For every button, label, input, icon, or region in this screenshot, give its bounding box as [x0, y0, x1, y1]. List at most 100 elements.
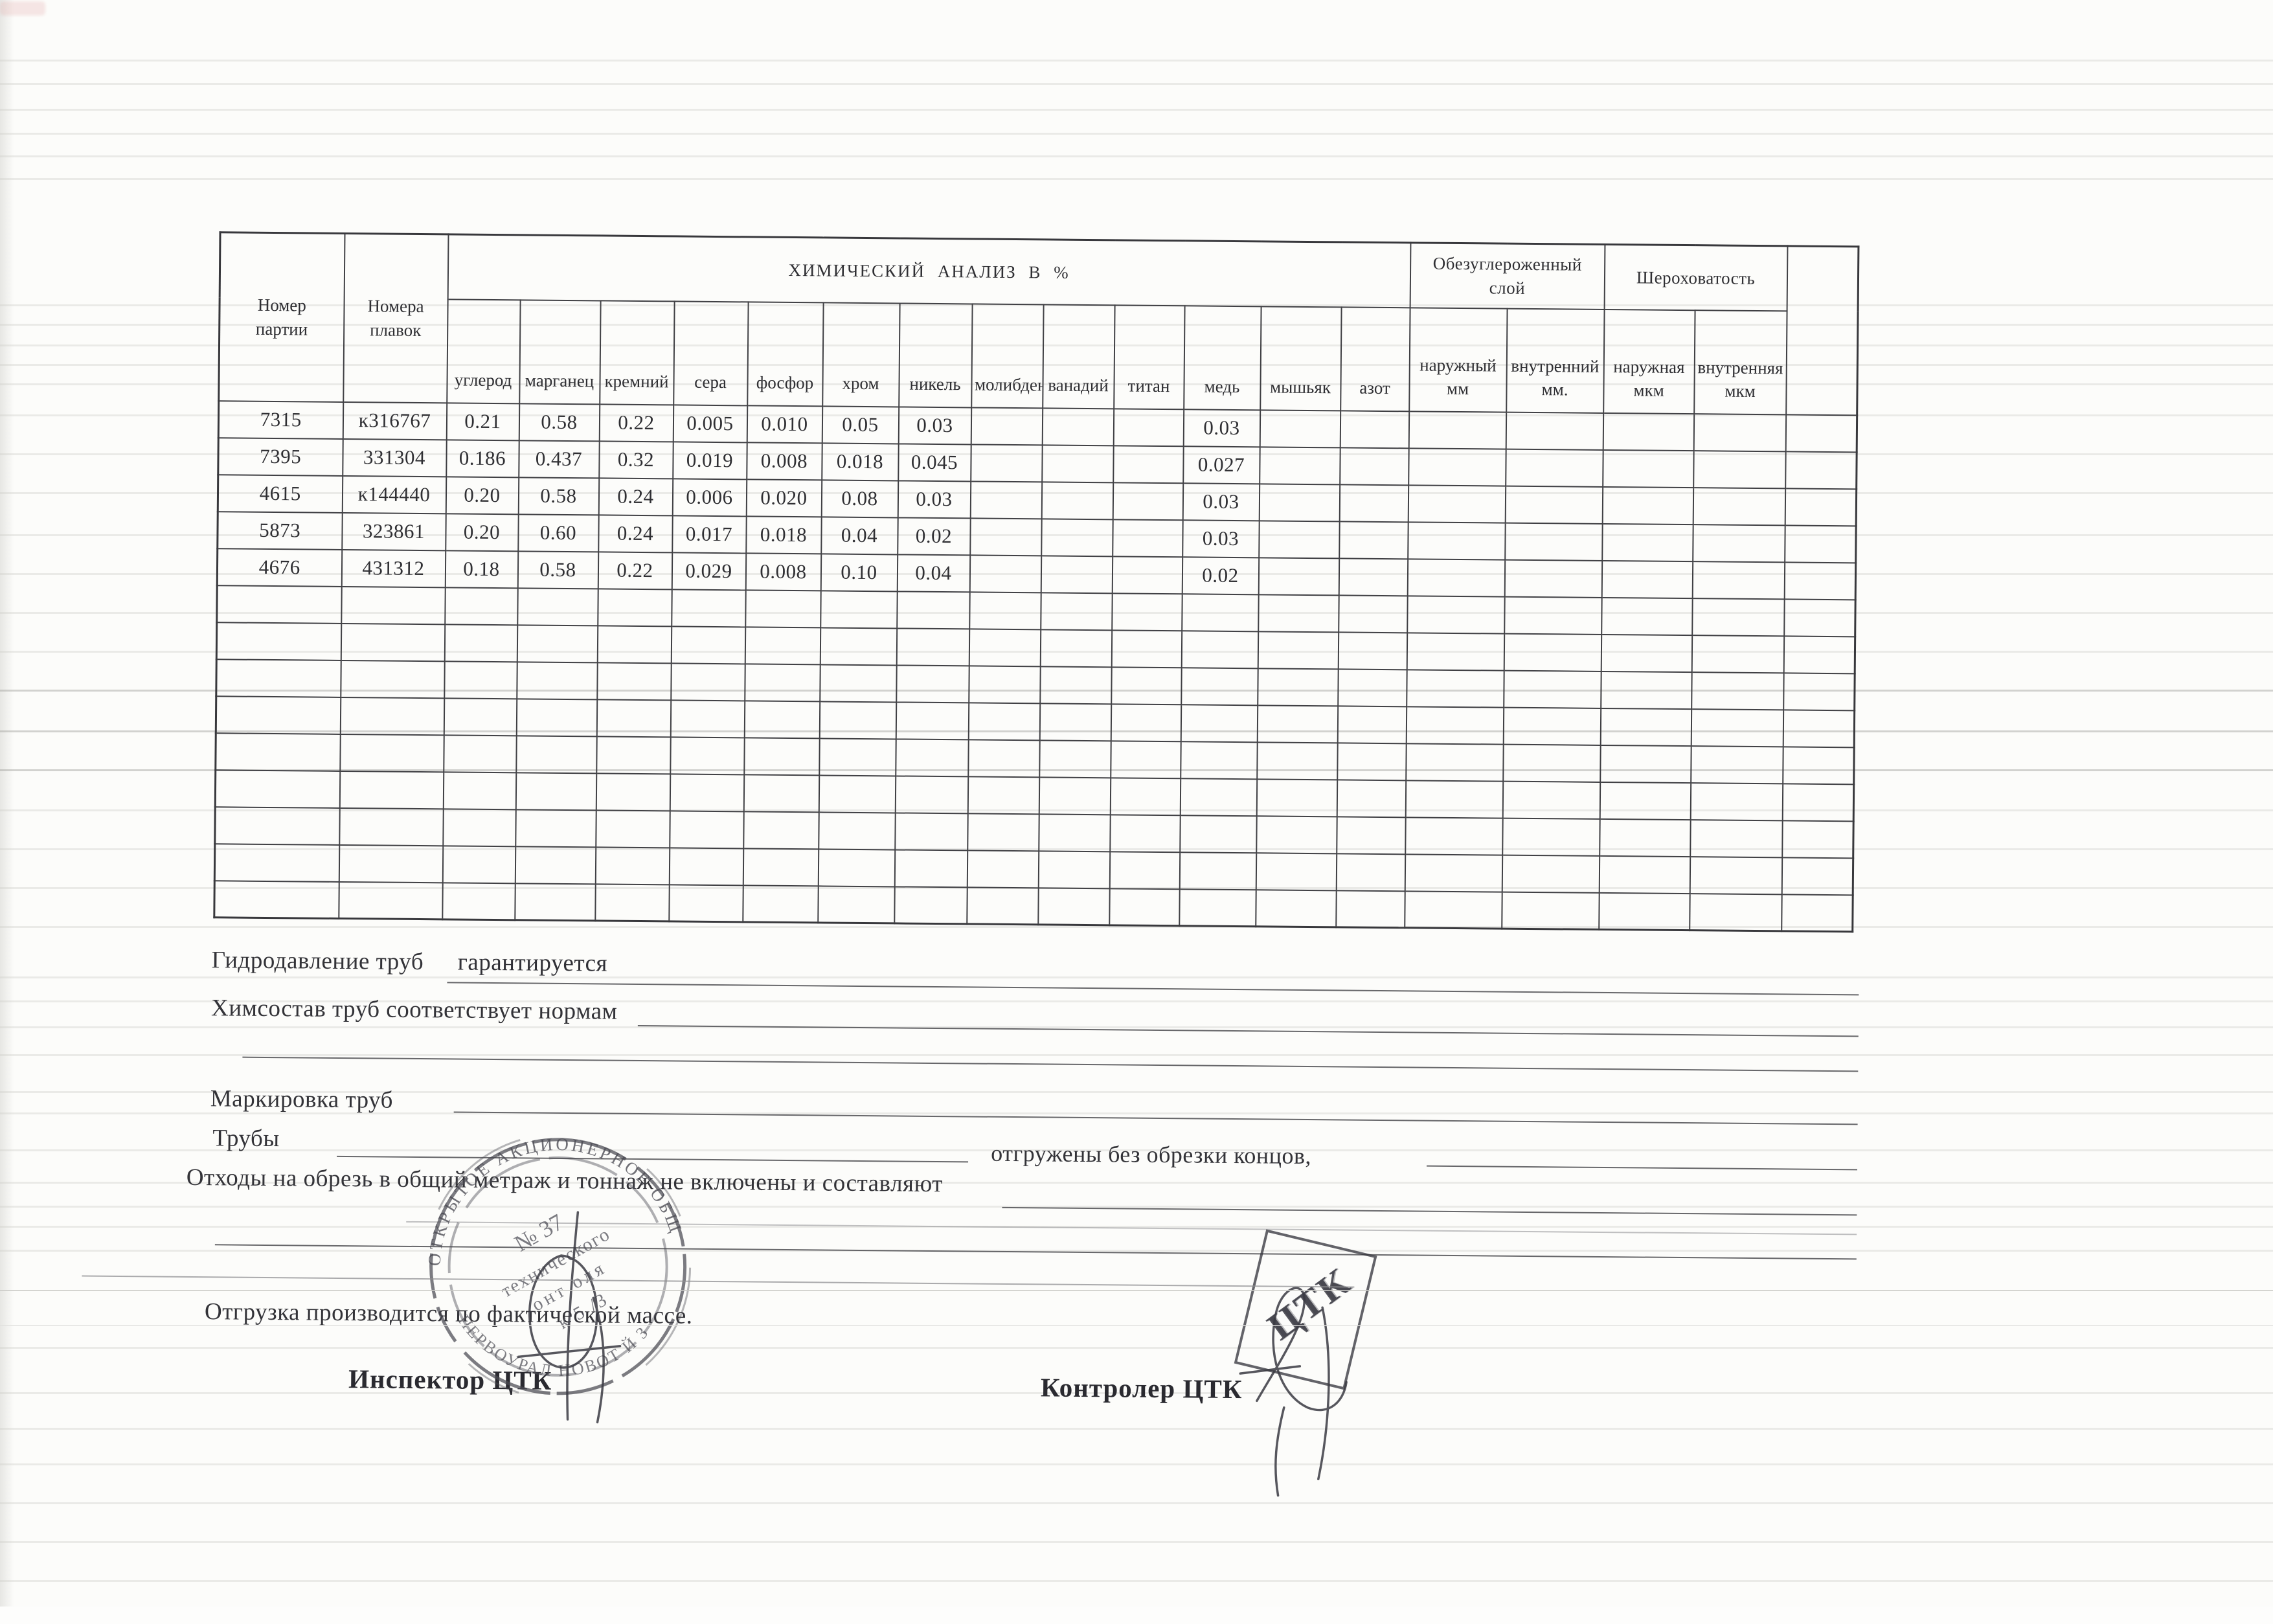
empty-cell — [1109, 851, 1180, 889]
empty-cell — [1110, 740, 1181, 778]
header-element-12: азот — [1340, 306, 1410, 411]
empty-cell — [442, 808, 516, 846]
empty-cell — [1600, 708, 1691, 746]
cell-decarb-0 — [1408, 484, 1506, 523]
cell-chem-3: 0.019 — [672, 441, 747, 479]
empty-cell — [216, 585, 342, 624]
pipes-label: Трубы — [212, 1125, 280, 1153]
empty-cell — [1338, 594, 1408, 633]
empty-cell — [743, 774, 819, 812]
empty-cell — [1783, 598, 1856, 637]
empty-cell — [1407, 595, 1505, 634]
empty-cell — [1038, 813, 1111, 851]
cell-chem-0: 0.20 — [446, 476, 519, 514]
empty-cell — [1405, 780, 1503, 818]
cell-extra — [1785, 414, 1857, 452]
empty-cell — [1691, 598, 1785, 636]
cell-chem-2: 0.22 — [598, 551, 672, 589]
fill-line — [637, 1024, 1859, 1037]
empty-cell — [444, 697, 517, 736]
scan-line — [0, 1290, 2273, 1291]
empty-cell — [743, 737, 820, 775]
empty-cell — [517, 587, 598, 626]
header-element-2: кремний — [599, 300, 675, 405]
empty-cell — [1600, 782, 1691, 820]
empty-cell — [341, 623, 445, 661]
empty-cell — [1600, 671, 1692, 709]
fill-line — [1002, 1206, 1857, 1216]
empty-cell — [1038, 850, 1110, 888]
cell-chem-2: 0.32 — [598, 440, 673, 479]
empty-cell — [820, 627, 897, 665]
empty-cell — [669, 810, 744, 848]
empty-cell — [514, 883, 596, 921]
fill-line — [406, 1221, 1857, 1235]
empty-cell — [1599, 855, 1690, 894]
empty-cell — [743, 848, 819, 886]
empty-cell — [1783, 709, 1855, 747]
empty-cell — [671, 589, 746, 627]
empty-cell — [819, 738, 896, 776]
empty-cell — [1256, 852, 1337, 890]
cell-chem-9 — [1112, 556, 1182, 594]
empty-cell — [1690, 745, 1783, 784]
cell-chem-7 — [971, 407, 1043, 445]
empty-cell — [1037, 887, 1110, 925]
empty-cell — [895, 775, 968, 813]
empty-cell — [669, 847, 743, 885]
cell-chem-12 — [1339, 484, 1408, 522]
cell-decarb-0 — [1408, 447, 1506, 486]
empty-cell — [596, 699, 671, 737]
empty-cell — [670, 662, 745, 701]
chem-compliance-note: Химсостав труб соответствует нормам — [210, 995, 618, 1025]
cell-rough-0 — [1601, 523, 1693, 561]
empty-cell — [1040, 592, 1113, 630]
header-decarb-1: внутренний мм. — [1506, 308, 1605, 413]
cell-chem-8 — [1042, 407, 1114, 445]
empty-cell — [1109, 814, 1181, 852]
empty-cell — [967, 739, 1040, 777]
cell-chem-5: 0.05 — [822, 405, 899, 444]
fill-line — [1427, 1165, 1858, 1171]
empty-cell — [215, 769, 340, 808]
empty-cell — [896, 701, 969, 739]
empty-cell — [896, 591, 970, 629]
cell-extra — [1785, 451, 1857, 489]
header-element-7: молибден — [971, 303, 1044, 408]
cell-chem-7 — [970, 480, 1042, 519]
empty-cell — [670, 699, 745, 738]
cell-chem-1: 0.58 — [517, 550, 598, 589]
cell-chem-5: 0.018 — [821, 442, 899, 480]
empty-cell — [1501, 892, 1600, 930]
cell-chem-9 — [1113, 408, 1184, 446]
cell-rough-0 — [1602, 486, 1693, 524]
cell-chem-9 — [1113, 445, 1184, 483]
cell-rough-1 — [1692, 561, 1785, 599]
cell-chem-5: 0.04 — [820, 516, 898, 554]
cell-rough-1 — [1693, 413, 1786, 451]
cell-chem-3: 0.017 — [672, 515, 747, 553]
cell-batch: 7395 — [218, 437, 343, 476]
empty-cell — [1691, 708, 1783, 747]
cell-rough-1 — [1692, 524, 1785, 562]
header-rough-1: внутренняя мкм — [1693, 310, 1787, 414]
empty-cell — [969, 628, 1041, 666]
empty-cell — [1257, 668, 1339, 706]
cell-chem-0: 0.18 — [445, 550, 518, 588]
empty-cell — [1503, 707, 1601, 745]
corner-smudge — [0, 1, 45, 16]
hydro-pressure-value: гарантируется — [457, 949, 608, 977]
empty-cell — [1503, 670, 1601, 708]
empty-cell — [1781, 894, 1853, 932]
empty-cell — [1502, 855, 1600, 893]
empty-cell — [670, 773, 744, 811]
header-roughness-group: Шероховатость — [1604, 244, 1788, 311]
cell-chem-8 — [1041, 555, 1113, 593]
empty-cell — [967, 776, 1039, 814]
cell-decarb-0 — [1408, 411, 1506, 449]
inspector-label: Инспектор ЦТК — [348, 1364, 552, 1395]
empty-cell — [670, 736, 745, 774]
empty-cell — [1040, 629, 1112, 667]
empty-cell — [894, 812, 968, 850]
cell-extra — [1785, 488, 1857, 526]
